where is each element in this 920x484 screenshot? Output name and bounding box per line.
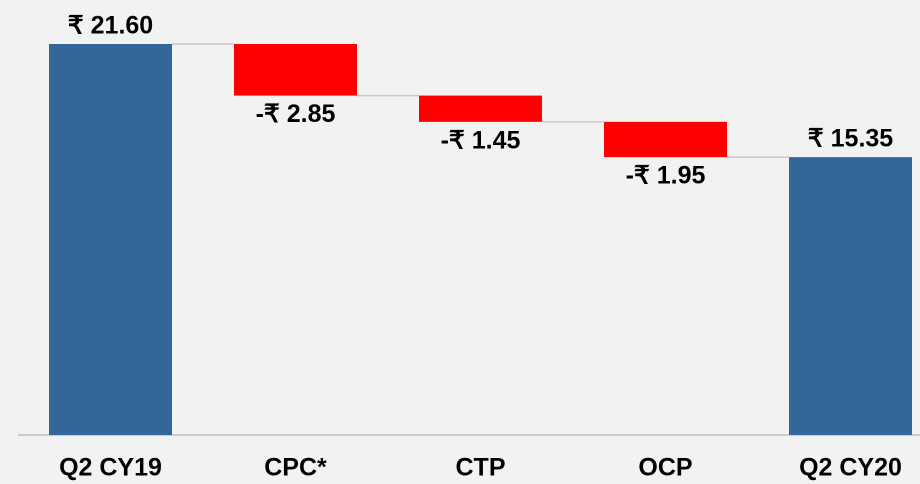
bar (419, 95, 542, 122)
value-label: ₹ 21.60 (68, 12, 153, 40)
x-tick-label: CTP (456, 454, 506, 482)
bar (789, 157, 912, 435)
bar (49, 44, 172, 435)
value-label: ₹ 15.35 (808, 125, 894, 153)
value-label: -₹ 1.45 (441, 126, 521, 154)
value-label: -₹ 2.85 (256, 100, 336, 128)
x-tick-label: Q2 CY20 (799, 454, 902, 482)
x-tick-label: CPC* (264, 454, 327, 482)
x-tick-label: OCP (638, 454, 692, 482)
bar (604, 121, 727, 158)
bar (234, 44, 357, 96)
value-label: -₹ 1.95 (626, 162, 706, 190)
x-tick-label: Q2 CY19 (59, 454, 162, 482)
